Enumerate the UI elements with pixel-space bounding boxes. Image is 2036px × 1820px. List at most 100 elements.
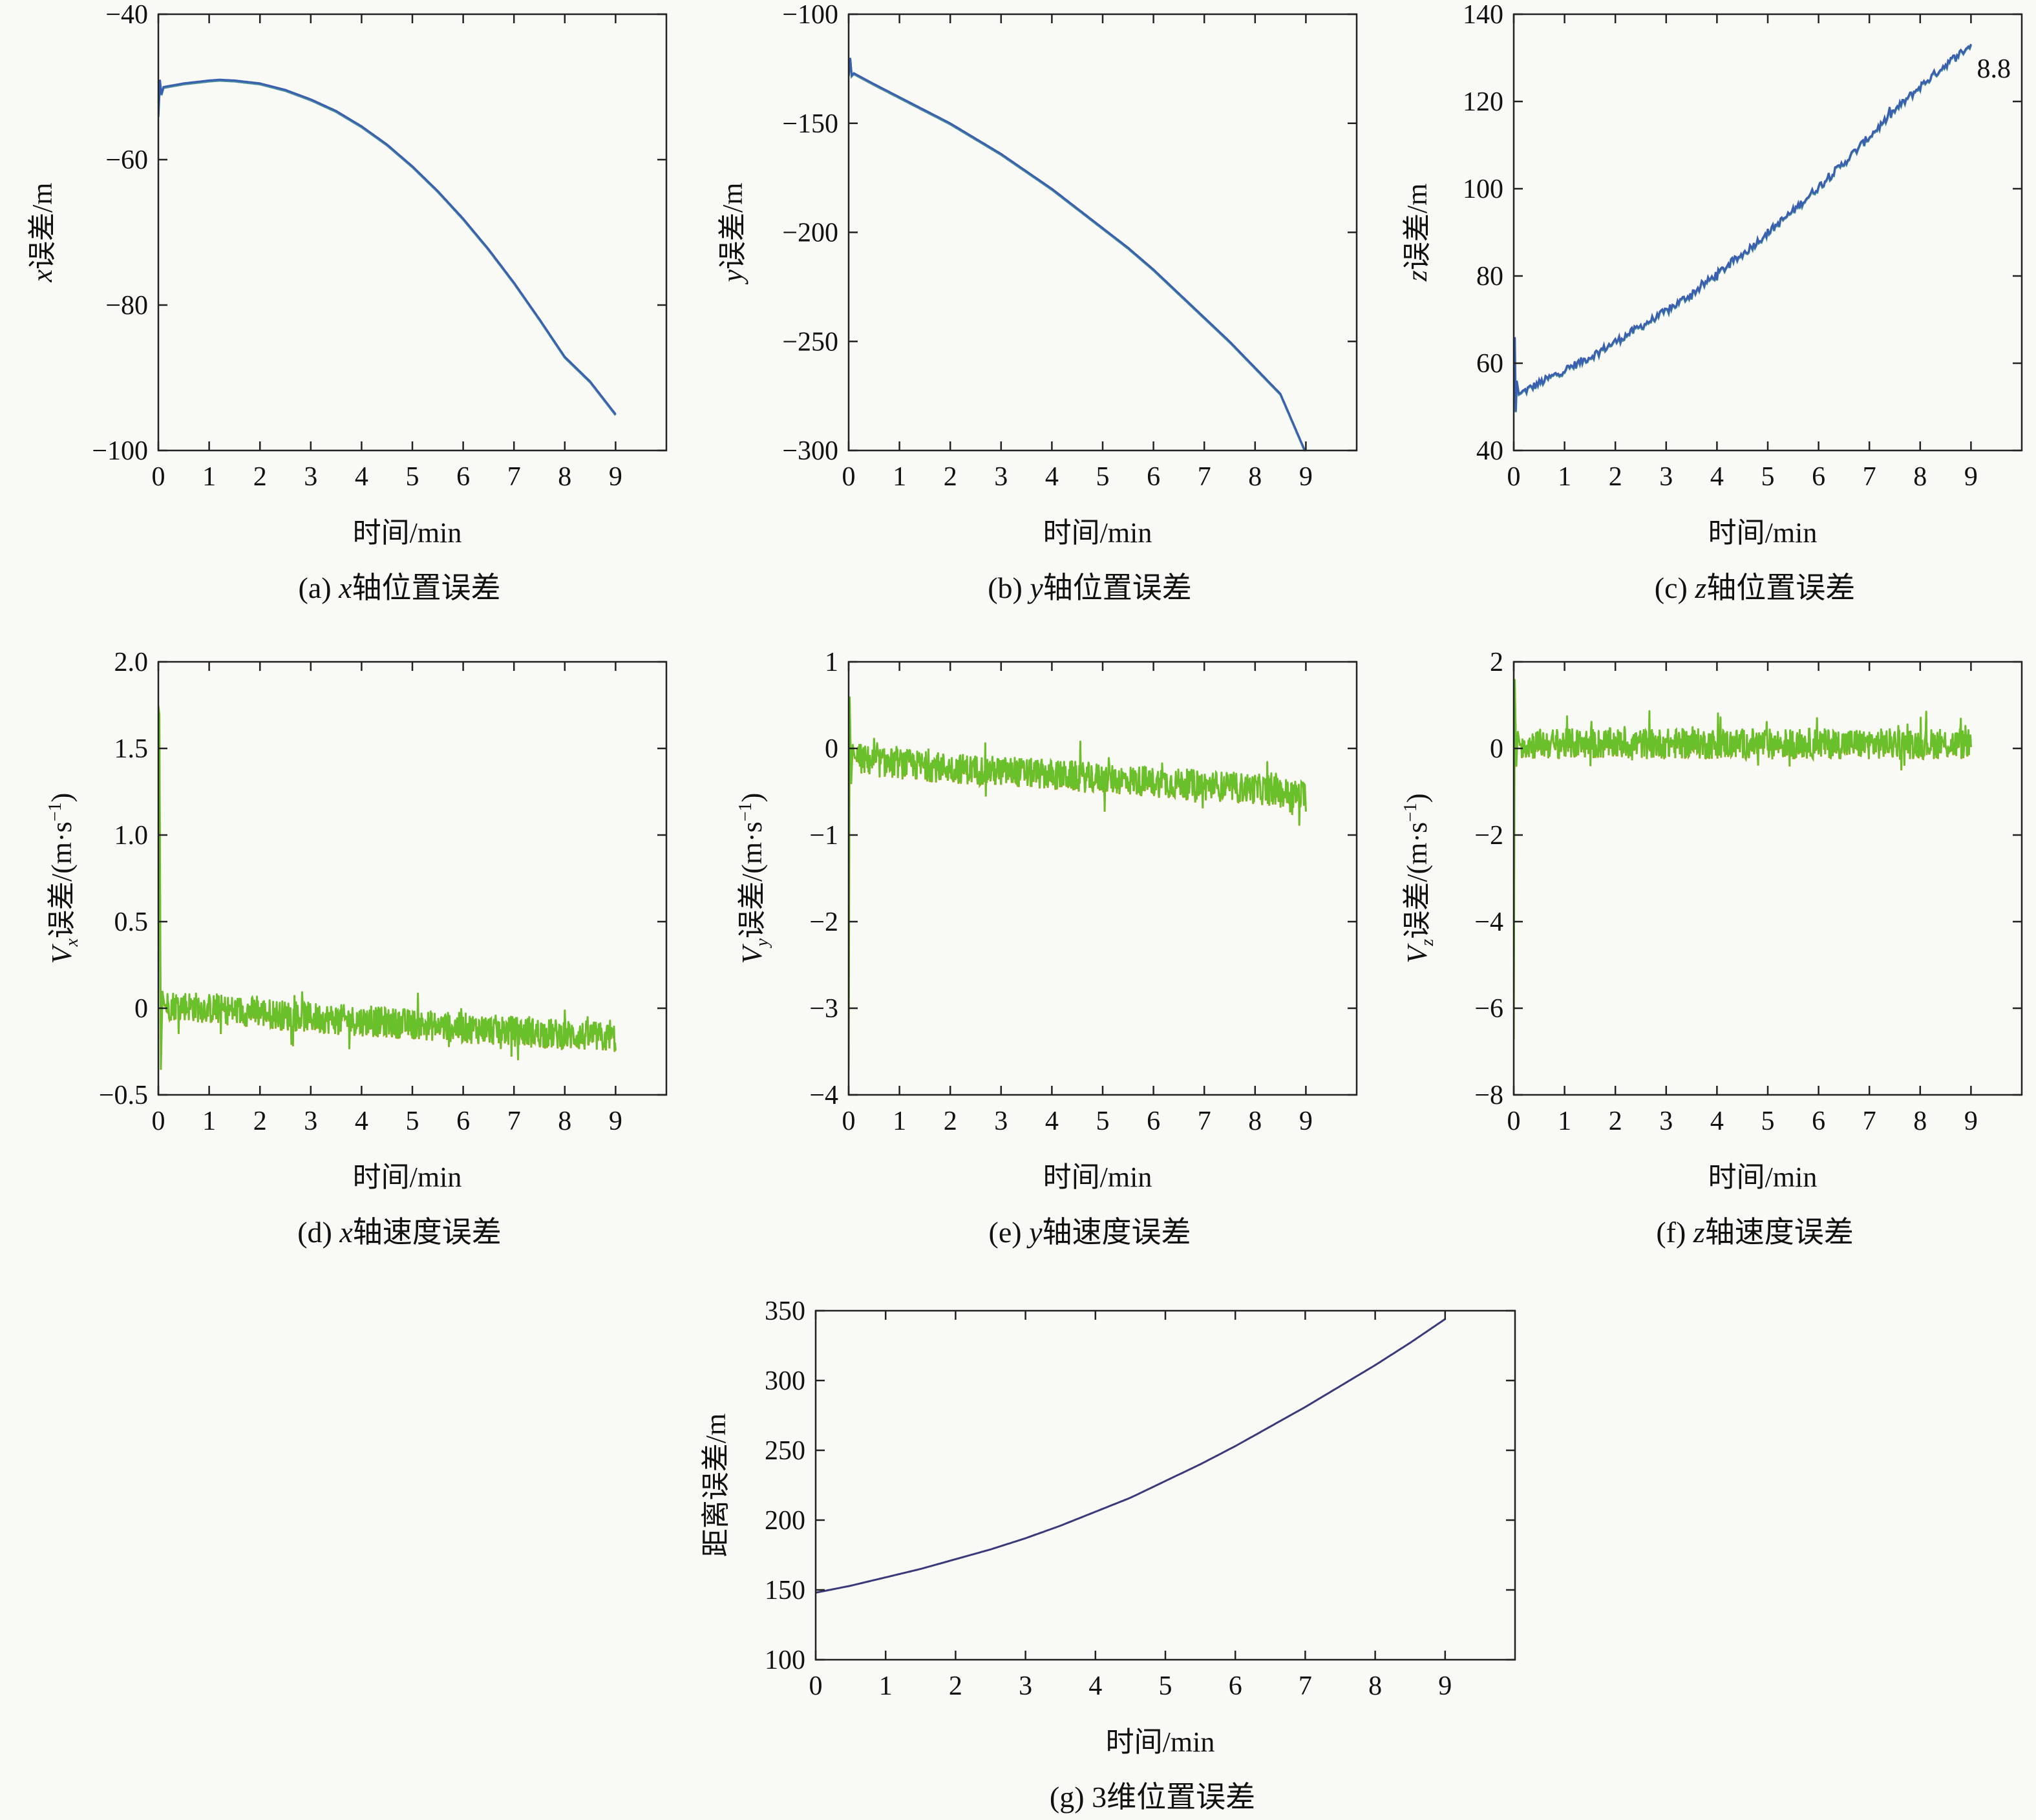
y-tick-label: −4 — [1474, 907, 1503, 937]
chart-panel-b: 0 1 2 3 4 5 6 7 8 9 −300 −250 −200 −150 −100 时间/min y误差/… — [717, 0, 1358, 604]
x-tick-label: 5 — [1159, 1671, 1172, 1701]
series-line-g — [816, 1318, 1446, 1594]
y-tick-label: 120 — [1463, 87, 1503, 117]
x-axis-label: 时间/min — [353, 1161, 462, 1193]
x-axis-label: 时间/min — [1043, 1161, 1152, 1193]
x-tick-label: 7 — [1863, 462, 1876, 492]
x-tick-label: 8 — [558, 462, 571, 492]
y-tick-label: 200 — [765, 1506, 805, 1536]
panel-caption: (g) 3维位置误差 — [1050, 1781, 1255, 1814]
x-tick-label: 8 — [1248, 462, 1262, 492]
x-tick-label: 4 — [355, 1106, 368, 1136]
x-tick-label: 9 — [1438, 1671, 1452, 1701]
y-tick-label: 0 — [134, 994, 148, 1024]
x-tick-label: 7 — [507, 1106, 521, 1136]
y-tick-label: 80 — [1476, 262, 1503, 291]
x-tick-label: 7 — [1198, 462, 1211, 492]
y-tick-label: 0.5 — [114, 907, 149, 937]
x-axis-label: 时间/min — [1708, 1161, 1818, 1193]
y-tick-label: 1 — [825, 648, 838, 677]
x-tick-label: 2 — [944, 462, 957, 492]
y-tick-label: 100 — [765, 1645, 805, 1675]
chart-panel-a: 0 1 2 3 4 5 6 7 8 9 −100 −80 −60 −40 时间/min x误差/m (a) x轴… — [27, 0, 668, 604]
x-tick-label: 1 — [202, 462, 216, 492]
x-tick-label: 5 — [1761, 1106, 1775, 1136]
y-tick-label: 140 — [1463, 0, 1503, 30]
y-tick-label: −300 — [782, 436, 838, 466]
y-tick-label: 1.5 — [114, 734, 149, 764]
y-tick-label: 2 — [1490, 648, 1503, 677]
x-tick-label: 5 — [406, 462, 419, 492]
x-tick-label: 3 — [1019, 1671, 1032, 1701]
y-tick-label: −4 — [809, 1081, 838, 1110]
x-tick-label: 9 — [1964, 462, 1978, 492]
y-tick-label: −3 — [809, 994, 838, 1024]
x-tick-label: 3 — [1659, 1106, 1673, 1136]
series-line-f — [1514, 679, 1972, 1039]
panel-caption: (f) z轴速度误差 — [1656, 1216, 1853, 1249]
y-tick-label: −80 — [105, 291, 148, 321]
panel-caption: (e) y轴速度误差 — [989, 1216, 1191, 1249]
y-tick-label: −60 — [105, 145, 148, 175]
x-tick-label: 4 — [1088, 1671, 1102, 1701]
x-tick-label: 5 — [406, 1106, 419, 1136]
x-tick-label: 5 — [1096, 462, 1110, 492]
x-tick-label: 1 — [1558, 1106, 1571, 1136]
y-tick-label: 2.0 — [114, 648, 149, 677]
x-tick-label: 1 — [202, 1106, 216, 1136]
panel-caption: (a) x轴位置误差 — [299, 571, 501, 604]
x-tick-label: 3 — [1659, 462, 1673, 492]
panel-caption: (b) y轴位置误差 — [988, 571, 1192, 604]
y-tick-label: 150 — [765, 1576, 805, 1605]
x-tick-label: 6 — [1812, 462, 1825, 492]
x-tick-label: 1 — [893, 462, 906, 492]
y-axis-label: Vx误差/(m·s−1) — [45, 793, 82, 964]
x-tick-label: 3 — [304, 462, 317, 492]
x-tick-label: 4 — [1045, 1106, 1059, 1136]
y-tick-label: 350 — [765, 1296, 805, 1326]
x-tick-label: 6 — [1147, 462, 1160, 492]
x-tick-label: 0 — [1507, 1106, 1521, 1136]
x-tick-label: 0 — [809, 1671, 823, 1701]
y-axis-label: Vz误差/(m·s−1) — [1401, 793, 1437, 963]
x-tick-label: 4 — [355, 462, 368, 492]
x-tick-label: 0 — [152, 462, 165, 492]
y-tick-label: 250 — [765, 1436, 805, 1466]
x-tick-label: 8 — [1248, 1106, 1262, 1136]
x-tick-label: 9 — [609, 462, 622, 492]
x-tick-label: 4 — [1710, 462, 1724, 492]
x-tick-label: 7 — [1198, 1106, 1211, 1136]
y-tick-label: −0.5 — [99, 1081, 148, 1110]
y-tick-label: −250 — [782, 327, 838, 357]
x-tick-label: 6 — [1229, 1671, 1242, 1701]
series-line-a — [158, 78, 617, 415]
x-tick-label: 4 — [1045, 462, 1059, 492]
x-tick-label: 6 — [1812, 1106, 1825, 1136]
x-tick-label: 2 — [944, 1106, 957, 1136]
x-tick-label: 9 — [1299, 462, 1313, 492]
y-tick-label: 60 — [1476, 349, 1503, 379]
y-tick-label: −200 — [782, 218, 838, 248]
y-axis-label: 距离误差/m — [700, 1413, 732, 1557]
y-tick-label: −8 — [1474, 1081, 1503, 1110]
x-tick-label: 9 — [609, 1106, 622, 1136]
x-axis-label: 时间/min — [1708, 517, 1818, 549]
y-tick-label: −1 — [809, 821, 838, 851]
y-tick-label: −2 — [809, 907, 838, 937]
x-tick-label: 0 — [152, 1106, 165, 1136]
x-tick-label: 2 — [253, 1106, 267, 1136]
x-tick-label: 9 — [1299, 1106, 1313, 1136]
x-tick-label: 2 — [1609, 462, 1622, 492]
panel-caption: (c) z轴位置误差 — [1655, 571, 1855, 604]
x-tick-label: 7 — [1863, 1106, 1876, 1136]
chart-panel-d: 0 1 2 3 4 5 6 7 8 9−0.500.51.01.52.0时间/minVx误差/(m… — [45, 648, 668, 1249]
x-tick-label: 6 — [456, 462, 470, 492]
series-line-e — [849, 696, 1307, 1069]
x-tick-label: 3 — [994, 1106, 1008, 1136]
chart-panel-c: 0 1 2 3 4 5 6 7 8 9 40 60 80 100 120 140 时间/min z误差/m 8.8 (… — [1401, 0, 2023, 604]
y-tick-label: −40 — [105, 0, 148, 30]
x-tick-label: 8 — [1913, 1106, 1927, 1136]
y-tick-label: 1.0 — [114, 821, 149, 851]
